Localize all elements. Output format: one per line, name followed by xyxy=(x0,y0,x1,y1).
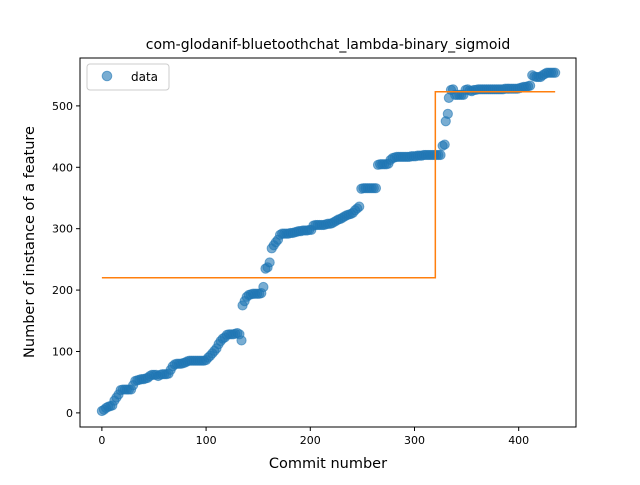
plot-frame xyxy=(79,57,577,428)
legend-box xyxy=(86,63,170,91)
y-axis-label: Number of instance of a feature xyxy=(22,126,38,358)
data-point xyxy=(264,257,275,268)
data-point xyxy=(370,183,382,194)
data-point xyxy=(550,67,561,78)
legend: data xyxy=(86,63,170,91)
x-tick-label: 0 xyxy=(98,434,105,447)
y-tick-label: 200 xyxy=(52,284,73,297)
y-tick-label: 100 xyxy=(52,345,73,358)
plot-layer xyxy=(96,67,561,417)
data-point xyxy=(442,108,453,119)
legend-marker-data xyxy=(101,70,113,82)
tick-layer: 0 100 200 300 400 0 100 200 300 400 500 xyxy=(52,100,529,447)
fit-line xyxy=(101,91,556,279)
x-tick-label: 200 xyxy=(300,434,321,447)
x-tick-label: 300 xyxy=(404,434,425,447)
data-point xyxy=(236,335,247,346)
x-tick-label: 400 xyxy=(508,434,529,447)
x-axis-label: Commit number xyxy=(269,456,387,472)
legend-label-data: data xyxy=(131,70,158,84)
data-point xyxy=(354,201,365,212)
x-tick-label: 100 xyxy=(196,434,217,447)
y-tick-label: 400 xyxy=(52,161,73,174)
chart-title: com-glodanif-bluetoothchat_lambda-binary… xyxy=(146,37,510,53)
y-tick-label: 300 xyxy=(52,223,73,236)
data-point xyxy=(525,80,536,91)
data-point xyxy=(258,281,269,293)
y-tick-label: 500 xyxy=(52,100,73,113)
data-point xyxy=(439,139,450,150)
y-tick-label: 0 xyxy=(66,407,73,420)
data-point xyxy=(435,149,446,161)
